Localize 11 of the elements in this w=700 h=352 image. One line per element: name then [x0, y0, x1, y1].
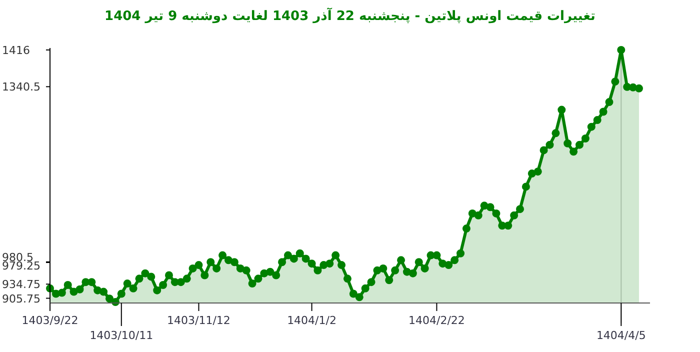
chart-title: تغییرات قیمت اونس پلاتین - پنجشنبه 22 آذر 1403 لغایت دوشنبه 9 تیر 1404	[104, 7, 596, 24]
x-tick-label: 1404/4/5	[596, 329, 646, 342]
y-tick-label: 934.75	[2, 278, 40, 292]
x-tick-label: 1403/11/12	[167, 314, 230, 327]
x-tick-label: 1404/1/2	[287, 314, 336, 327]
x-tick-label: 1403/9/22	[22, 314, 78, 327]
y-tick-label: 905.75	[2, 292, 40, 306]
y-tick-label: 1340.5	[2, 80, 40, 94]
x-tick-label: 1404/2/22	[408, 314, 465, 327]
y-tick-label: 1416	[2, 44, 30, 57]
x-tick-label: 1403/10/11	[90, 329, 154, 342]
